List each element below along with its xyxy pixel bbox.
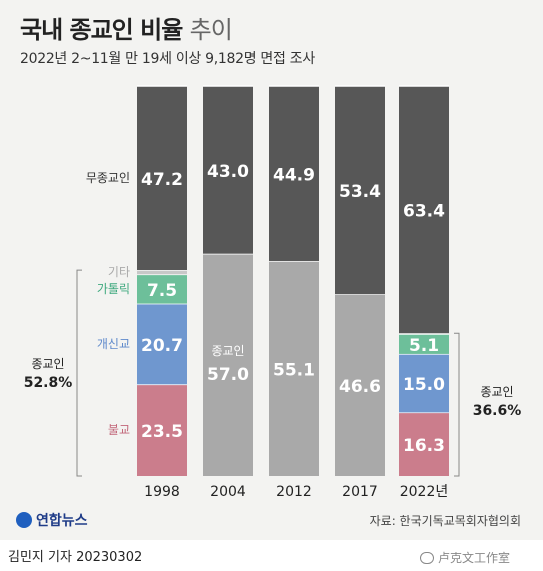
data-label: 15.0 bbox=[403, 375, 445, 395]
bracket-label: 종교인 bbox=[480, 385, 513, 399]
bar-segment bbox=[269, 86, 319, 262]
series-label: 가톨릭 bbox=[97, 282, 130, 296]
bar-segment bbox=[137, 384, 187, 476]
data-label: 55.1 bbox=[273, 361, 315, 381]
series-label: 개신교 bbox=[97, 337, 130, 351]
series-label: 불교 bbox=[108, 423, 130, 437]
yonhap-logo: 연합뉴스 bbox=[16, 510, 88, 530]
bar-segment bbox=[399, 412, 449, 476]
x-tick-label: 2012 bbox=[276, 484, 312, 500]
data-label: 63.4 bbox=[403, 202, 445, 222]
data-label: 23.5 bbox=[141, 422, 183, 442]
data-label: 5.1 bbox=[409, 336, 439, 356]
series-label: 무종교인 bbox=[86, 171, 130, 185]
data-label: 7.5 bbox=[147, 281, 177, 301]
bar-segment bbox=[137, 303, 187, 385]
bracket-value: 52.8% bbox=[24, 375, 73, 391]
data-label: 47.2 bbox=[141, 170, 183, 190]
data-label: 46.6 bbox=[339, 377, 381, 397]
bracket-label: 종교인 bbox=[31, 357, 64, 371]
bar-segment bbox=[399, 86, 449, 334]
bar-segment bbox=[137, 274, 187, 304]
bar-segment bbox=[137, 86, 187, 271]
byline: 김민지 기자 20230302 bbox=[8, 550, 143, 565]
bar-segment bbox=[203, 86, 253, 254]
x-tick-label: 2022년 bbox=[400, 484, 449, 500]
x-tick-label: 1998 bbox=[144, 484, 180, 500]
x-tick-label: 2017 bbox=[342, 484, 378, 500]
bar-segment bbox=[335, 294, 385, 476]
title-light: 추이 bbox=[189, 16, 233, 44]
watermark-text: 卢克文工作室 bbox=[438, 551, 511, 565]
logo-text: 연합뉴스 bbox=[36, 513, 88, 529]
bar-segment bbox=[335, 86, 385, 295]
stacked-bar-chart: 23.5 20.7 7.5 47.2 57.0 43.0 55.1 44.9 46.6 53.4 1… bbox=[24, 85, 522, 500]
chart-title: 국내 종교인 비율 추이 bbox=[20, 10, 233, 45]
bracket-line bbox=[76, 269, 82, 477]
source-note: 자료: 한국기독교목회자협의회 bbox=[369, 514, 521, 528]
x-tick-label: 2004 bbox=[210, 484, 246, 500]
bar-segment bbox=[399, 334, 449, 354]
infographic-card: 국내 종교인 비율 추이 2022년 2~11월 만 19세 이상 9,182명… bbox=[0, 0, 543, 540]
data-label: 44.9 bbox=[273, 166, 315, 186]
chart-subtitle: 2022년 2~11월 만 19세 이상 9,182명 면접 조사 bbox=[20, 51, 315, 67]
data-label: 43.0 bbox=[207, 162, 249, 182]
data-label: 53.4 bbox=[339, 182, 381, 202]
series-label: 기타 bbox=[108, 265, 130, 279]
bracket-line bbox=[454, 332, 460, 477]
watermark: 卢克文工作室 bbox=[420, 549, 510, 566]
yonhap-logo-icon bbox=[16, 512, 32, 528]
bar-segment bbox=[203, 253, 253, 476]
data-label: 57.0 bbox=[207, 365, 249, 385]
bar-segment bbox=[399, 353, 449, 413]
data-label: 16.3 bbox=[403, 436, 445, 456]
chat-bubble-icon bbox=[420, 551, 434, 564]
bracket-value: 36.6% bbox=[473, 403, 522, 419]
bar-segment bbox=[137, 270, 187, 275]
bar-segment bbox=[269, 261, 319, 476]
data-label: 20.7 bbox=[141, 336, 183, 356]
inline-series-label: 종교인 bbox=[211, 344, 244, 358]
title-main: 국내 종교인 비율 bbox=[20, 16, 183, 44]
